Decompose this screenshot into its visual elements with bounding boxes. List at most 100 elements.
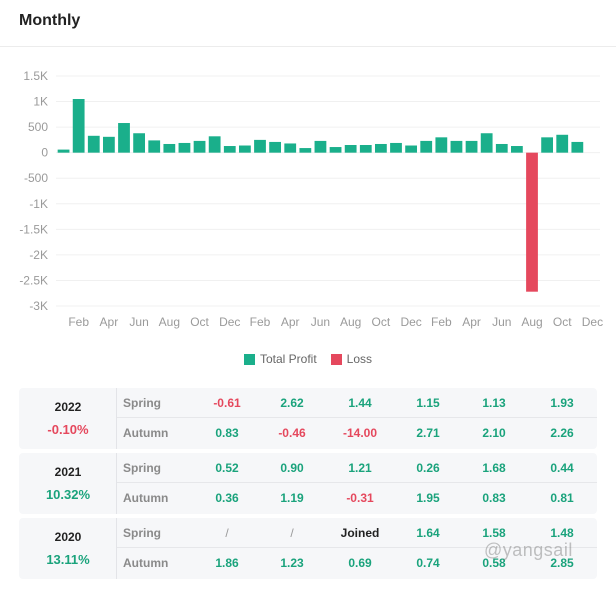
year-label: 2020 [54,530,82,544]
bar-profit [269,141,282,153]
legend-label-profit: Total Profit [259,352,317,366]
spring-row: Spring -0.61 2.62 1.44 1.15 1.13 1.93 [117,388,597,418]
return-cell: 1.13 [482,396,506,410]
x-tick-label: Apr [281,315,300,329]
y-tick-label: -500 [24,171,48,185]
x-tick-label: Aug [340,315,361,329]
bar-profit [314,140,327,153]
y-tick-label: -3K [29,299,48,313]
x-tick-label: Feb [68,315,89,329]
return-cell: 1.15 [416,396,440,410]
return-cell: 1.48 [550,526,574,540]
autumn-row: Autumn 1.86 1.23 0.69 0.74 0.58 2.85 [117,548,597,579]
bar-profit [299,148,312,153]
bar-profit [556,134,569,153]
return-cell: 0.69 [348,556,372,570]
bar-profit [193,140,206,153]
chart-legend: Total Profit Loss [0,352,616,366]
bar-profit [133,133,146,153]
return-cell: 1.19 [280,491,304,505]
bar-profit [238,145,251,153]
bar-profit [374,143,387,153]
bar-profit [405,145,418,153]
y-tick-label: 0 [41,146,48,160]
return-cell: 1.95 [416,491,440,505]
return-cell: 2.10 [482,426,506,440]
x-tick-label: Apr [462,315,481,329]
x-tick-label: Oct [372,315,391,329]
return-cell: Joined [340,526,380,540]
return-cell: 0.58 [482,556,506,570]
return-cell: 1.93 [550,396,574,410]
watermark: @yangsail [484,540,573,560]
year-summary: 2022 -0.10% [19,388,117,449]
year-total-return: -0.10% [47,422,89,437]
year-card: 2021 10.32% Spring 0.52 0.90 1.21 0.26 1.68 0.44… [19,453,597,514]
season-label: Autumn [123,426,169,440]
legend-item-profit[interactable]: Total Profit [243,352,317,366]
year-summary: 2020 13.11% [19,518,117,579]
return-cell: 2.62 [280,396,304,410]
return-cell: 1.23 [280,556,304,570]
y-tick-label: -1.5K [19,222,48,236]
return-cell: 2.71 [416,426,440,440]
bar-profit [420,140,433,153]
y-tick-label: -2K [29,248,48,262]
x-tick-label: Jun [311,315,330,329]
bar-profit [390,142,402,153]
bar-profit [223,146,236,153]
bar-profit [178,142,191,153]
x-tick-label: Feb [250,315,271,329]
bar-profit [495,143,508,153]
y-tick-label: 1K [33,95,48,109]
return-cell: 0.74 [416,556,440,570]
bar-profit [102,136,115,153]
return-cell: -0.31 [346,491,374,505]
y-tick-label: -1K [29,197,48,211]
header: Monthly [0,0,616,47]
x-tick-label: Dec [582,315,603,329]
y-tick-label: 500 [28,120,48,134]
return-cell: 0.81 [550,491,574,505]
x-tick-label: Jun [492,315,511,329]
bar-profit [163,143,176,153]
bar-profit [541,137,554,153]
return-cell: 1.86 [215,556,239,570]
return-cell: 0.90 [280,461,304,475]
legend-swatch-profit [243,353,255,365]
x-tick-label: Dec [219,315,240,329]
season-label: Spring [123,396,161,410]
return-cell: -14.00 [342,426,378,440]
year-label: 2021 [54,465,82,479]
year-summary: 2021 10.32% [19,453,117,514]
bar-profit [510,146,523,153]
bar-profit [359,145,372,153]
autumn-row: Autumn 0.36 1.19 -0.31 1.95 0.83 0.81 [117,483,597,514]
x-tick-label: Feb [431,315,452,329]
y-tick-label: 1.5K [23,69,48,83]
bar-profit [450,140,463,153]
legend-label-loss: Loss [346,352,373,366]
return-cell: / [225,526,229,540]
x-tick-label: Aug [159,315,180,329]
legend-item-loss[interactable]: Loss [330,352,373,366]
y-tick-label: -2.5K [19,273,48,287]
bar-profit [148,140,161,153]
bar-profit [208,136,221,153]
bar-profit [480,133,493,153]
x-tick-label: Oct [553,315,572,329]
year-label: 2022 [54,400,82,414]
spring-row: Spring 0.52 0.90 1.21 0.26 1.68 0.44 [117,453,597,483]
x-tick-label: Apr [100,315,119,329]
return-cell: 1.44 [348,396,372,410]
bar-profit [254,139,266,153]
page-title: Monthly [19,12,81,29]
season-label: Spring [123,461,161,475]
return-cell: 1.68 [482,461,506,475]
bar-profit [435,137,448,153]
year-total-return: 10.32% [45,487,91,502]
season-label: Spring [123,526,161,540]
x-tick-label: Jun [129,315,148,329]
x-tick-label: Aug [521,315,542,329]
return-cell: 0.36 [215,491,239,505]
